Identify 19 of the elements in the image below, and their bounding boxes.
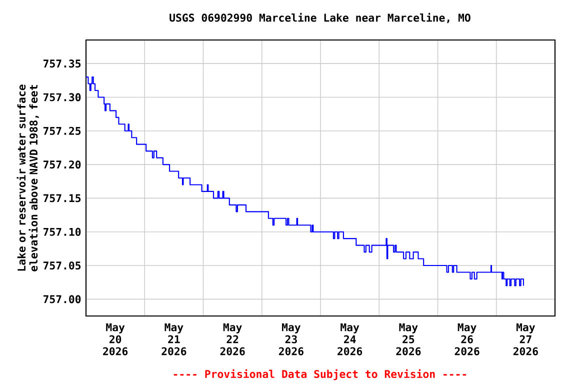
chart-title: USGS 06902990 Marceline Lake near Marceline, MO [170,13,470,24]
y-tick-label: 757.30 [43,93,81,102]
y-axis-title: Lake or reservoir water surface elevation above NAVD 1988, feet [16,84,39,272]
y-tick-label: 757.25 [43,127,81,136]
x-tick-label: May 23 2026 [278,324,304,356]
x-tick-label: May 22 2026 [220,324,245,356]
y-tick-label: 757.15 [43,194,81,202]
y-tick-label: 757.00 [43,295,81,304]
y-tick-label: 757.35 [43,60,81,68]
y-tick-label: 757.20 [43,160,81,169]
x-tick-label: May 21 2026 [162,324,186,356]
x-tick-label: May 25 2026 [396,324,421,356]
x-tick-label: May 27 2026 [513,324,538,356]
text: ---- Provisional Data Subject to Revision ---- [174,369,466,380]
y-tick-label: 757.10 [43,228,81,236]
x-tick-label: May 26 2026 [454,324,480,356]
x-tick-label: May 20 2026 [103,324,128,356]
x-tick-label: May 24 2026 [338,324,362,356]
y-tick-label: 757.05 [43,262,81,270]
